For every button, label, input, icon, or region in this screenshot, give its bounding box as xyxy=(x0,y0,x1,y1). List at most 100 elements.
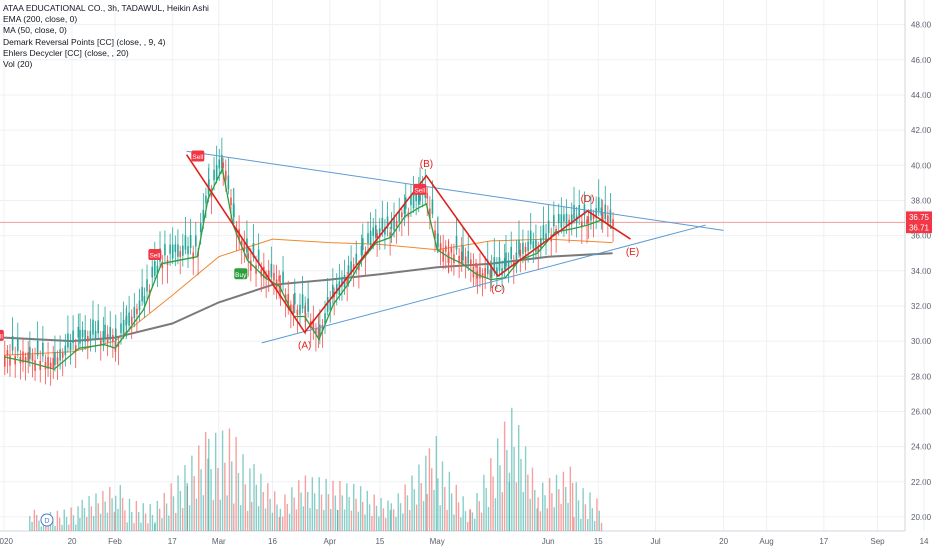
volume-bar xyxy=(226,495,228,531)
volume-bar xyxy=(184,465,186,531)
candle-body xyxy=(72,330,74,343)
volume-bar xyxy=(462,496,464,531)
candle-body xyxy=(84,329,86,342)
candle-body xyxy=(326,296,329,312)
volume-bar xyxy=(336,509,339,531)
volume-bar xyxy=(298,480,300,531)
sell-signal-badge[interactable] xyxy=(0,329,4,341)
candle-body xyxy=(470,259,472,267)
volume-bar xyxy=(237,472,240,531)
x-tick-label: Sep xyxy=(870,537,885,546)
volume-bar xyxy=(478,501,480,531)
volume-bar xyxy=(364,514,366,531)
volume-bar xyxy=(503,421,506,531)
y-tick-label: 30.00 xyxy=(911,337,932,346)
sell-signal-badge[interactable] xyxy=(148,248,162,260)
legend-ma[interactable]: MA (50, close, 0) xyxy=(3,25,67,36)
volume-bar xyxy=(474,518,476,531)
candle-body xyxy=(287,294,290,306)
volume-bar xyxy=(81,499,83,531)
candle-body xyxy=(527,241,529,251)
legend-symbol-title[interactable]: ATAA EDUCATIONAL CO., 3h, TADAWUL, Heiki… xyxy=(3,3,209,13)
volume-bar xyxy=(198,445,200,531)
candle-body xyxy=(557,214,560,224)
candle-body xyxy=(278,275,280,282)
candle-body xyxy=(192,252,195,260)
candle-body xyxy=(189,235,192,248)
y-tick-label: 32.00 xyxy=(911,302,932,311)
candle-body xyxy=(282,271,284,285)
volume-bar xyxy=(191,455,193,531)
volume-bar xyxy=(355,498,357,531)
volume-bar xyxy=(433,489,435,531)
buy-signal-badge[interactable] xyxy=(234,268,248,280)
volume-bar xyxy=(121,497,124,531)
triangle-trendline[interactable] xyxy=(261,224,706,344)
candle-body xyxy=(122,320,125,335)
volume-bar xyxy=(54,526,56,531)
volume-bar xyxy=(332,480,334,531)
last-price-label: 36.71 xyxy=(909,224,930,233)
candle-body xyxy=(128,312,130,326)
candle-body xyxy=(69,342,72,351)
legend-demark[interactable]: Demark Reversal Points [CC] (close, , 9,… xyxy=(3,36,166,47)
y-tick-label: 28.00 xyxy=(911,372,932,381)
y-tick-label: 22.00 xyxy=(911,478,932,487)
y-tick-label: 46.00 xyxy=(911,56,932,65)
volume-bar xyxy=(217,467,219,531)
candle-body xyxy=(156,265,159,275)
volume-bar xyxy=(281,516,284,531)
candle-body xyxy=(265,274,267,280)
volume-bar xyxy=(428,448,431,531)
volume-bar xyxy=(542,482,544,531)
legend-ehlers[interactable]: Ehlers Decycler [CC] (close, , 20) xyxy=(3,47,129,58)
volume-bar xyxy=(286,504,288,531)
event-marker-label: D xyxy=(44,518,49,525)
candle-body xyxy=(74,345,77,352)
candle-body xyxy=(112,335,114,342)
candle-body xyxy=(376,233,378,238)
wave-path[interactable] xyxy=(185,154,631,334)
volume-bar xyxy=(29,516,31,531)
sell-signal-badge[interactable] xyxy=(413,183,427,195)
candle-body xyxy=(114,328,117,341)
volume-bar xyxy=(598,510,600,531)
candle-body xyxy=(426,192,429,199)
volume-bar xyxy=(327,494,330,531)
candle-body xyxy=(138,300,141,311)
candle-body xyxy=(154,260,156,276)
candle-body xyxy=(17,338,19,352)
volume-bar xyxy=(600,522,603,531)
candle-body xyxy=(243,241,246,251)
candle-body xyxy=(498,257,501,271)
volume-bar xyxy=(490,458,492,531)
wave-label: (A) xyxy=(298,340,311,351)
volume-bar xyxy=(418,464,420,531)
candle-body xyxy=(86,336,89,342)
candle-body xyxy=(460,251,463,264)
candle-body xyxy=(462,245,464,261)
volume-bar xyxy=(92,515,95,531)
volume-bar xyxy=(35,514,38,531)
candle-body xyxy=(187,246,189,255)
volume-bar xyxy=(142,503,144,531)
candle-body xyxy=(205,195,207,204)
volume-bar xyxy=(269,498,271,531)
candle-body xyxy=(329,301,332,311)
candle-body xyxy=(321,324,324,331)
legend-volume[interactable]: Vol (20) xyxy=(3,59,33,70)
triangle-trendline[interactable] xyxy=(186,150,724,231)
volume-bar xyxy=(193,476,195,531)
sell-signal-badge[interactable] xyxy=(191,150,205,162)
candle-body xyxy=(458,255,460,264)
volume-bar xyxy=(88,496,90,531)
dividend-event-marker[interactable] xyxy=(40,513,54,527)
x-tick-label: 16 xyxy=(268,537,277,546)
candle-body xyxy=(213,169,215,181)
legend-ema[interactable]: EMA (200, close, 0) xyxy=(3,14,78,25)
candle-body xyxy=(34,360,36,371)
y-tick-label: 48.00 xyxy=(911,21,932,30)
volume-bar xyxy=(128,498,131,531)
